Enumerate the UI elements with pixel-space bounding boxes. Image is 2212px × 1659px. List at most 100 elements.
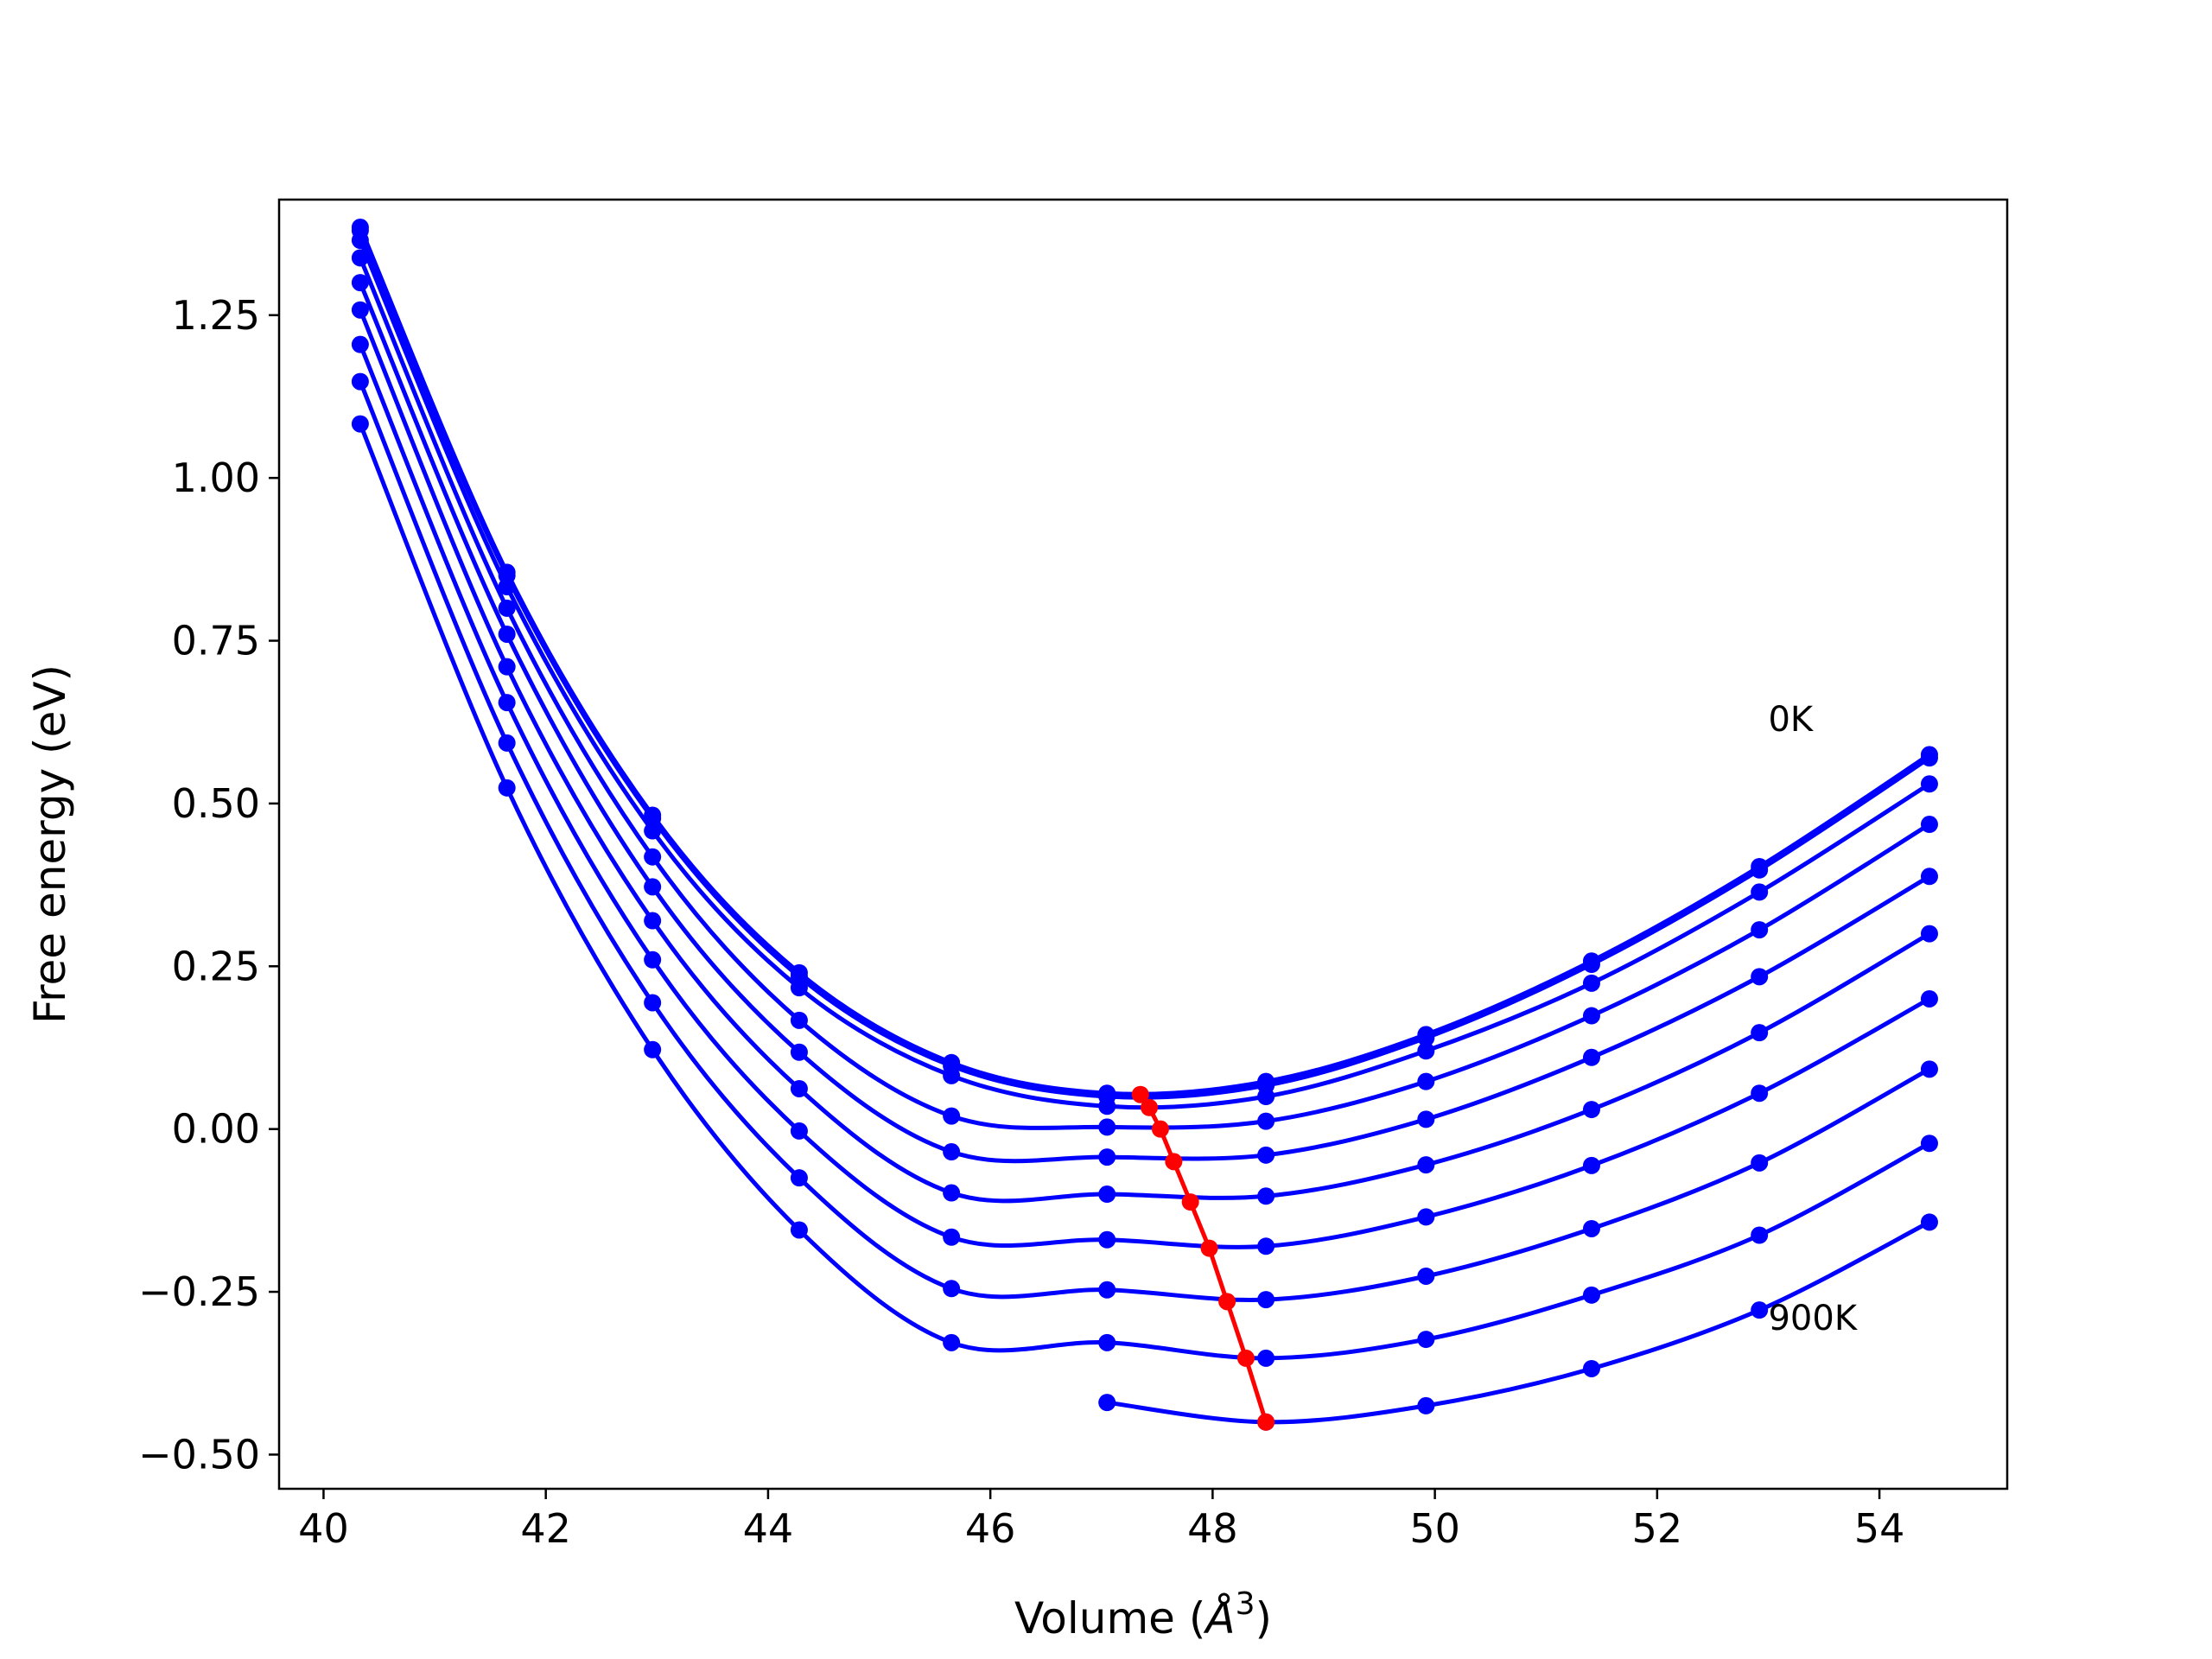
- x-tick-label: 42: [520, 1505, 571, 1552]
- energy-point: [1920, 1135, 1938, 1153]
- energy-point: [1417, 1331, 1435, 1349]
- energy-point: [351, 372, 369, 391]
- energy-point: [1417, 1396, 1435, 1414]
- energy-point: [1098, 1394, 1116, 1412]
- y-axis-label: Free energy (eV): [25, 664, 75, 1024]
- energy-point: [1751, 1084, 1769, 1103]
- energy-point: [1582, 1101, 1600, 1119]
- energy-curve-series: [358, 308, 1931, 1204]
- energy-point: [943, 1333, 961, 1351]
- energy-point: [351, 301, 369, 319]
- energy-point: [1582, 1048, 1600, 1066]
- x-axis-label: Volume (Å3): [1014, 1586, 1272, 1643]
- energy-point: [1751, 861, 1769, 879]
- energy-point: [498, 625, 516, 643]
- energy-point: [351, 415, 369, 433]
- energy-point: [644, 822, 662, 840]
- energy-point: [790, 1079, 808, 1097]
- energy-point: [1098, 1333, 1116, 1351]
- energy-point: [1257, 1187, 1275, 1205]
- energy-point: [1920, 989, 1938, 1007]
- equilibrium-point: [1141, 1098, 1159, 1116]
- energy-point: [1098, 1118, 1116, 1136]
- y-tick-label: −0.25: [138, 1268, 260, 1315]
- energy-point: [943, 1184, 961, 1202]
- energy-point: [1582, 1359, 1600, 1377]
- energy-point: [498, 694, 516, 712]
- energy-point: [351, 232, 369, 250]
- energy-point: [1920, 775, 1938, 793]
- energy-point: [1257, 1349, 1275, 1367]
- energy-point: [943, 1143, 961, 1161]
- energy-point: [1257, 1237, 1275, 1255]
- energy-point: [1920, 816, 1938, 834]
- energy-point: [498, 577, 516, 595]
- energy-point: [1417, 1267, 1435, 1285]
- energy-point: [790, 1221, 808, 1239]
- energy-point: [1920, 925, 1938, 943]
- y-tick-label: 0.00: [172, 1106, 260, 1153]
- energy-point: [1751, 883, 1769, 901]
- y-tick-label: 1.00: [172, 454, 260, 501]
- energy-point: [351, 274, 369, 292]
- energy-point: [1751, 1154, 1769, 1172]
- energy-point: [943, 1066, 961, 1084]
- energy-point: [1257, 1112, 1275, 1130]
- equilibrium-point: [1257, 1413, 1275, 1431]
- energy-point: [644, 912, 662, 930]
- energy-point: [943, 1107, 961, 1125]
- energy-point: [644, 950, 662, 969]
- energy-point: [1098, 1281, 1116, 1299]
- temperature-annotation: 900K: [1768, 1299, 1858, 1338]
- equilibrium-point: [1236, 1349, 1255, 1367]
- energy-point: [644, 878, 662, 896]
- x-tick-label: 50: [1409, 1505, 1460, 1552]
- energy-point: [498, 658, 516, 676]
- equilibrium-point: [1181, 1193, 1199, 1211]
- energy-point: [1751, 1301, 1769, 1319]
- energy-point: [1920, 1060, 1938, 1078]
- annotations: 0K 900K: [1768, 700, 1858, 1338]
- energy-point: [1751, 921, 1769, 939]
- energy-curve-series: [358, 423, 1931, 1361]
- energy-point: [1582, 1007, 1600, 1025]
- energy-point: [644, 994, 662, 1012]
- energy-curve-series: [1106, 1220, 1931, 1425]
- axis-ticks: 40 42 44 46 48 50 52 54 −0.50 −0.25 0.00 0.25 0.50 0.…: [138, 292, 1904, 1552]
- energy-point: [943, 1280, 961, 1298]
- energy-point: [644, 848, 662, 866]
- equilibrium-line: [1131, 1085, 1275, 1431]
- x-tick-label: 44: [743, 1505, 794, 1552]
- equilibrium-point: [1131, 1085, 1149, 1103]
- y-tick-label: 0.25: [172, 943, 260, 989]
- axes-frame: [277, 198, 2009, 1491]
- x-tick-label: 52: [1632, 1505, 1683, 1552]
- temperature-annotation: 0K: [1768, 700, 1814, 740]
- equilibrium-point: [1151, 1120, 1169, 1138]
- energy-point: [1920, 868, 1938, 886]
- energy-point: [790, 1169, 808, 1187]
- energy-curve-series: [358, 239, 1931, 1110]
- energy-point: [790, 979, 808, 997]
- energy-points: [351, 219, 1938, 1431]
- energy-point: [790, 1122, 808, 1140]
- energy-point: [351, 249, 369, 267]
- energy-point: [1751, 1024, 1769, 1042]
- y-tick-label: 1.25: [172, 292, 260, 339]
- energy-point: [644, 1040, 662, 1058]
- energy-curve-series: [358, 229, 1931, 1100]
- energy-point: [644, 810, 662, 828]
- energy-point: [1582, 956, 1600, 974]
- energy-point: [1098, 1148, 1116, 1166]
- energy-point: [1751, 968, 1769, 986]
- energy-point: [1920, 749, 1938, 767]
- energy-point: [1257, 1291, 1275, 1309]
- energy-point: [1920, 1213, 1938, 1231]
- energy-curves: [358, 226, 1931, 1425]
- energy-point: [943, 1228, 961, 1246]
- energy-point: [1417, 1042, 1435, 1060]
- energy-point: [1417, 1072, 1435, 1090]
- energy-curve-series: [358, 282, 1931, 1164]
- energy-point: [498, 779, 516, 797]
- energy-curve-series: [358, 380, 1931, 1302]
